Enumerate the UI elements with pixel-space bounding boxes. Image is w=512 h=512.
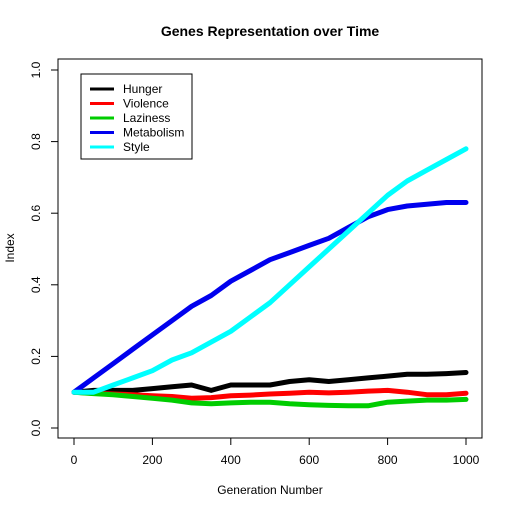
legend-label: Hunger [123,82,162,96]
y-tick-label: 0.4 [29,276,43,293]
legend-label: Laziness [123,111,170,125]
x-tick-label: 200 [142,453,162,467]
legend-label: Metabolism [123,126,184,140]
x-tick-label: 0 [71,453,78,467]
x-axis-label: Generation Number [217,483,322,497]
series-line-laziness [71,389,469,409]
y-axis: 0.0 0.2 0.4 0.6 0.8 1.0 [29,61,59,436]
y-tick-label: 0.2 [29,348,43,365]
series-line-metabolism [71,200,469,395]
y-tick-label: 0.6 [29,205,43,222]
legend-label: Style [123,140,150,154]
x-tick-label: 600 [299,453,319,467]
series-line-hunger [71,370,469,395]
y-tick-label: 1.0 [29,61,43,78]
x-tick-label: 800 [378,453,398,467]
x-tick-label: 1000 [453,453,480,467]
y-tick-label: 0.0 [29,419,43,436]
x-tick-label: 400 [221,453,241,467]
y-tick-label: 0.8 [29,133,43,150]
series-layer [71,146,469,409]
chart-title: Genes Representation over Time [161,23,380,39]
series-line-style [71,146,469,395]
y-axis-label: Index [3,233,17,262]
x-axis: 0 200 400 600 800 1000 [71,437,480,467]
legend-label: Violence [123,97,169,111]
